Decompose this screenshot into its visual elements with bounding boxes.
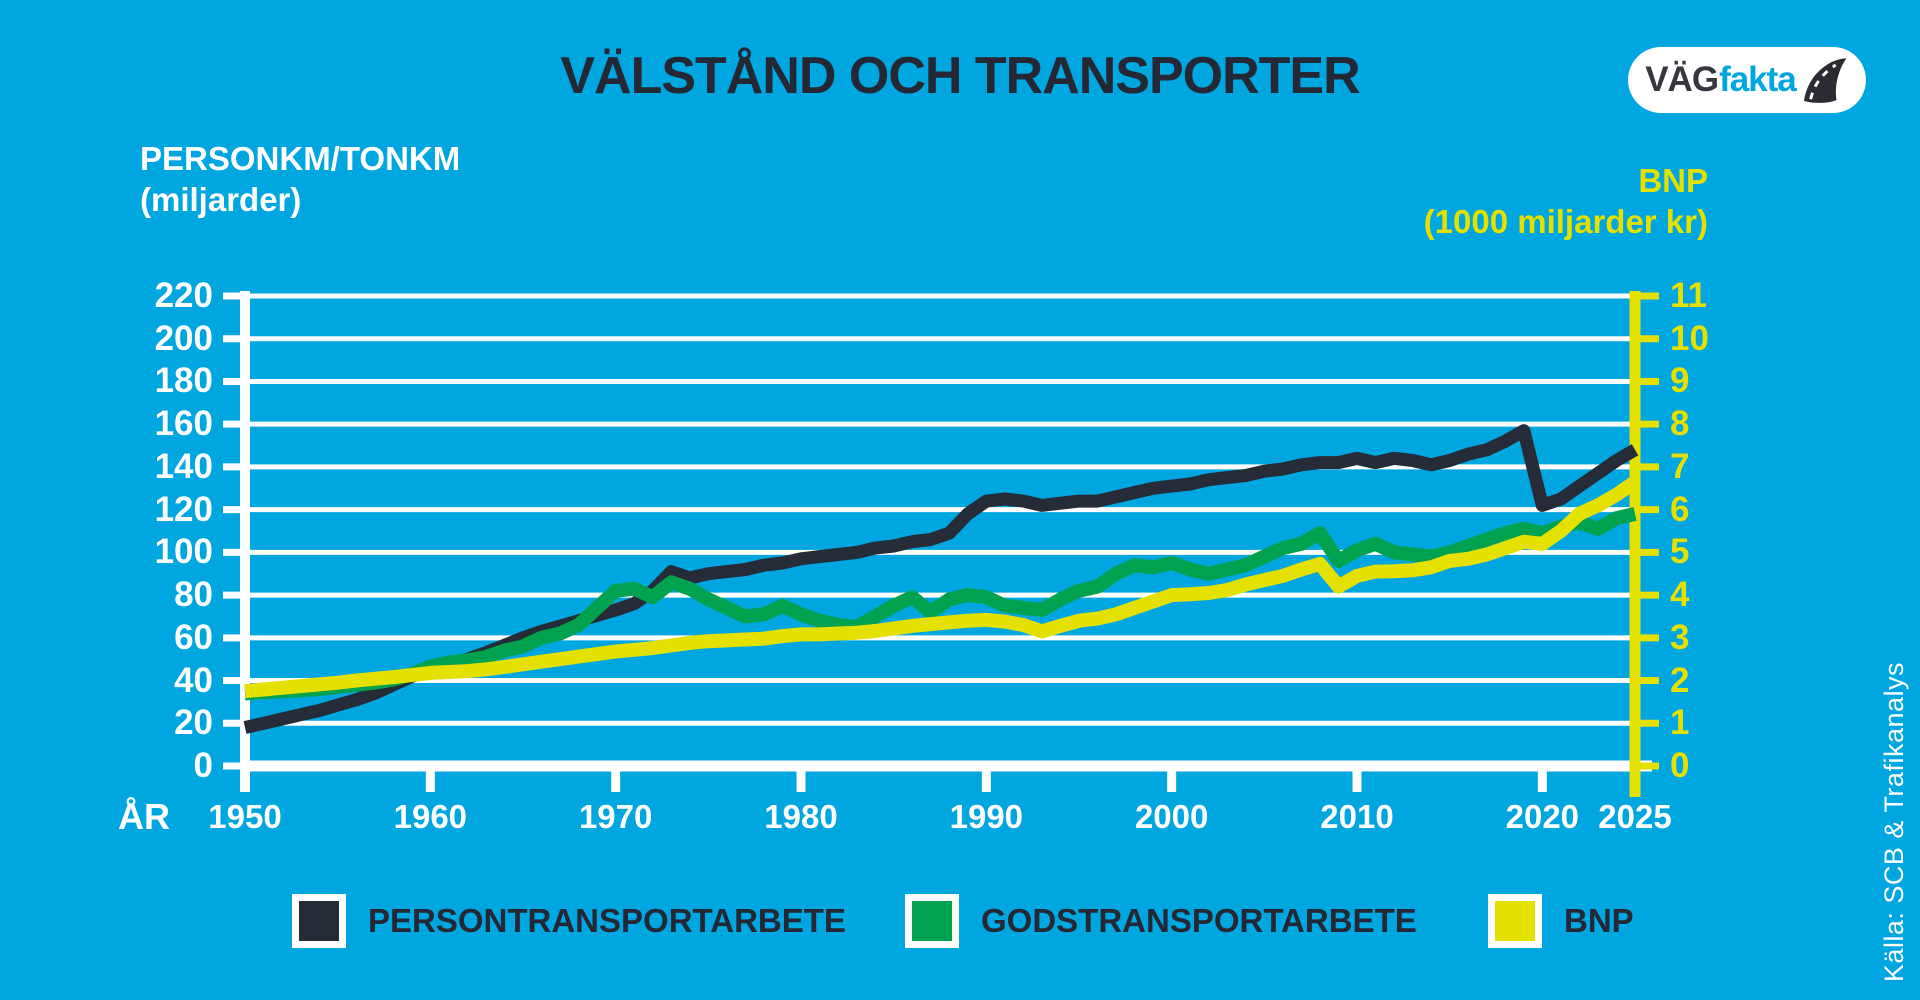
right-axis-tick-label: 1: [1670, 703, 1690, 743]
left-axis-tick-label: 200: [154, 318, 213, 358]
left-axis-tick-label: 220: [154, 276, 213, 315]
x-axis-tick-label: 2000: [1134, 798, 1209, 835]
x-axis-tick-label: 1980: [764, 798, 838, 835]
right-axis-tick-label: 5: [1670, 532, 1690, 572]
right-axis-tick-label: 9: [1670, 361, 1690, 401]
x-axis-tick-label: 1960: [393, 798, 468, 835]
left-axis-tick-label: 60: [174, 617, 213, 657]
legend-label-bnp: BNP: [1564, 902, 1634, 939]
x-axis-tick-label: 2020: [1505, 798, 1580, 835]
legend-swatch-persontransport: [292, 894, 346, 948]
legend-label-godstransport: GODSTRANSPORTARBETE: [981, 902, 1417, 939]
left-axis-tick-label: 0: [193, 746, 213, 785]
right-axis-tick-label: 4: [1670, 575, 1690, 615]
legend-item-bnp: BNP: [1488, 893, 1634, 949]
left-axis-tick-label: 140: [154, 446, 213, 486]
right-axis-tick-label: 6: [1670, 489, 1690, 529]
legend-item-persontransport: PERSONTRANSPORTARBETE: [292, 893, 846, 949]
left-axis-title-line2: (miljarder): [140, 181, 302, 218]
x-axis-tick-label: 1970: [578, 798, 653, 835]
right-axis-tick-label: 2: [1670, 660, 1690, 700]
legend: PERSONTRANSPORTARBETE GODSTRANSPORTARBET…: [0, 893, 1920, 951]
left-axis-tick-label: 80: [174, 575, 213, 615]
left-axis-tick-label: 40: [174, 660, 213, 700]
vagfakta-logo: VÄG fakta: [1628, 47, 1866, 113]
x-axis-tick-label: 2010: [1320, 798, 1394, 835]
right-axis-tick-label: 8: [1670, 404, 1690, 444]
right-axis-tick-label: 0: [1670, 746, 1690, 785]
left-axis-title-line1: PERSONKM/TONKM: [140, 140, 461, 177]
left-axis-tick-label: 100: [154, 532, 213, 572]
left-axis-tick-label: 160: [154, 404, 213, 444]
right-axis-tick-label: 10: [1670, 318, 1709, 358]
legend-label-persontransport: PERSONTRANSPORTARBETE: [368, 902, 846, 939]
series-line-godstransportarbete: [244, 507, 1637, 701]
left-axis-title: PERSONKM/TONKM (miljarder): [140, 138, 460, 220]
x-axis-tick-label: 1990: [949, 798, 1024, 835]
legend-swatch-godstransport: [905, 894, 959, 948]
source-credit: Källa: SCB & Trafikanalys: [1879, 661, 1909, 982]
right-axis-title-line2: (1000 miljarder kr): [1423, 203, 1708, 240]
x-axis-tick-label: 2025: [1598, 798, 1672, 835]
x-axis-tick-label: 1950: [208, 798, 282, 835]
chart-title: VÄLSTÅND OCH TRANSPORTER: [560, 47, 1360, 105]
road-icon: [1803, 58, 1847, 103]
series-line-bnp: [244, 476, 1639, 699]
right-axis-tick-label: 7: [1670, 446, 1690, 486]
left-axis-tick-label: 180: [154, 361, 213, 401]
legend-item-godstransport: GODSTRANSPORTARBETE: [905, 893, 1417, 949]
right-axis-tick-label: 11: [1670, 276, 1707, 315]
x-axis-label-ar: ÅR: [118, 796, 170, 837]
left-axis-tick-label: 120: [154, 489, 213, 529]
right-axis-title-line1: BNP: [1638, 162, 1708, 199]
right-axis-tick-label: 3: [1670, 617, 1690, 657]
left-axis-tick-label: 20: [174, 703, 213, 743]
right-axis-title: BNP (1000 miljarder kr): [1424, 160, 1708, 242]
legend-swatch-bnp: [1488, 894, 1542, 948]
logo-text-fakta: fakta: [1719, 60, 1797, 99]
logo-text-vag: VÄG: [1645, 60, 1719, 99]
